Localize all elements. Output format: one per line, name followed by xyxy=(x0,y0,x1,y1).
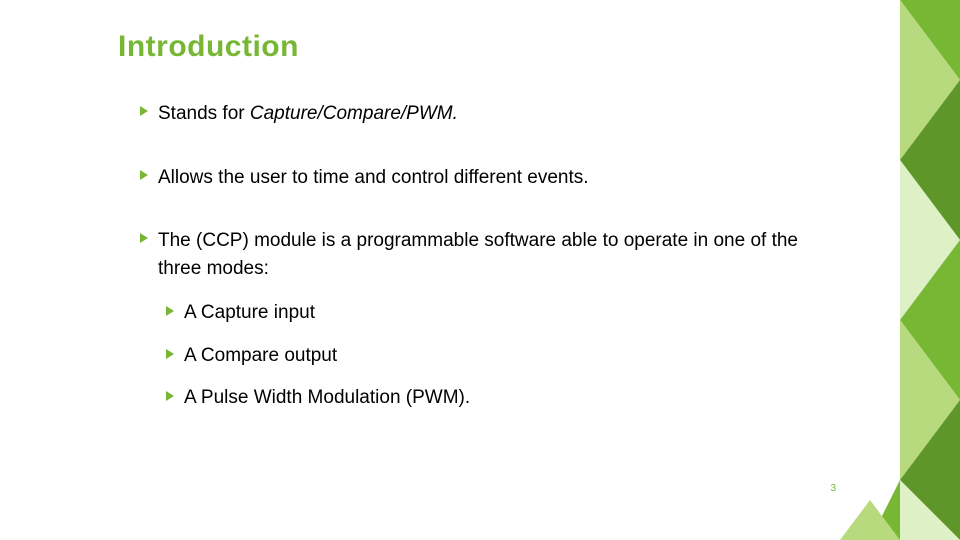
slide-title: Introduction xyxy=(118,30,299,64)
bullet-item: Stands for Capture/Compare/PWM. xyxy=(138,100,840,128)
bullet-item: The (CCP) module is a programmable softw… xyxy=(138,227,840,282)
bullet-arrow-icon xyxy=(138,105,150,117)
bullet-item: Allows the user to time and control diff… xyxy=(138,164,840,192)
bullet-text: Allows the user to time and control diff… xyxy=(158,164,840,192)
sub-bullet-list: A Capture input A Compare output A Pulse W… xyxy=(164,300,840,412)
sub-bullet-text: A Capture input xyxy=(184,300,315,327)
decor-triangles xyxy=(840,0,960,540)
sub-bullet-item: A Compare output xyxy=(164,343,840,370)
bullet-text: The (CCP) module is a programmable softw… xyxy=(158,227,840,282)
page-number: 3 xyxy=(830,483,836,494)
sub-bullet-text: A Pulse Width Modulation (PWM). xyxy=(184,385,470,412)
bullet-arrow-icon xyxy=(138,232,150,244)
bullet-arrow-icon xyxy=(164,348,176,360)
sub-bullet-item: A Capture input xyxy=(164,300,840,327)
bullet-list: Stands for Capture/Compare/PWM. Allows th… xyxy=(138,100,840,428)
sub-bullet-text: A Compare output xyxy=(184,343,337,370)
bullet-arrow-icon xyxy=(164,305,176,317)
sub-bullet-item: A Pulse Width Modulation (PWM). xyxy=(164,385,840,412)
bullet-text: Stands for Capture/Compare/PWM. xyxy=(158,100,840,128)
bullet-arrow-icon xyxy=(164,390,176,402)
bullet-arrow-icon xyxy=(138,169,150,181)
slide: Introduction Stands for Capture/Compare/… xyxy=(0,0,960,540)
